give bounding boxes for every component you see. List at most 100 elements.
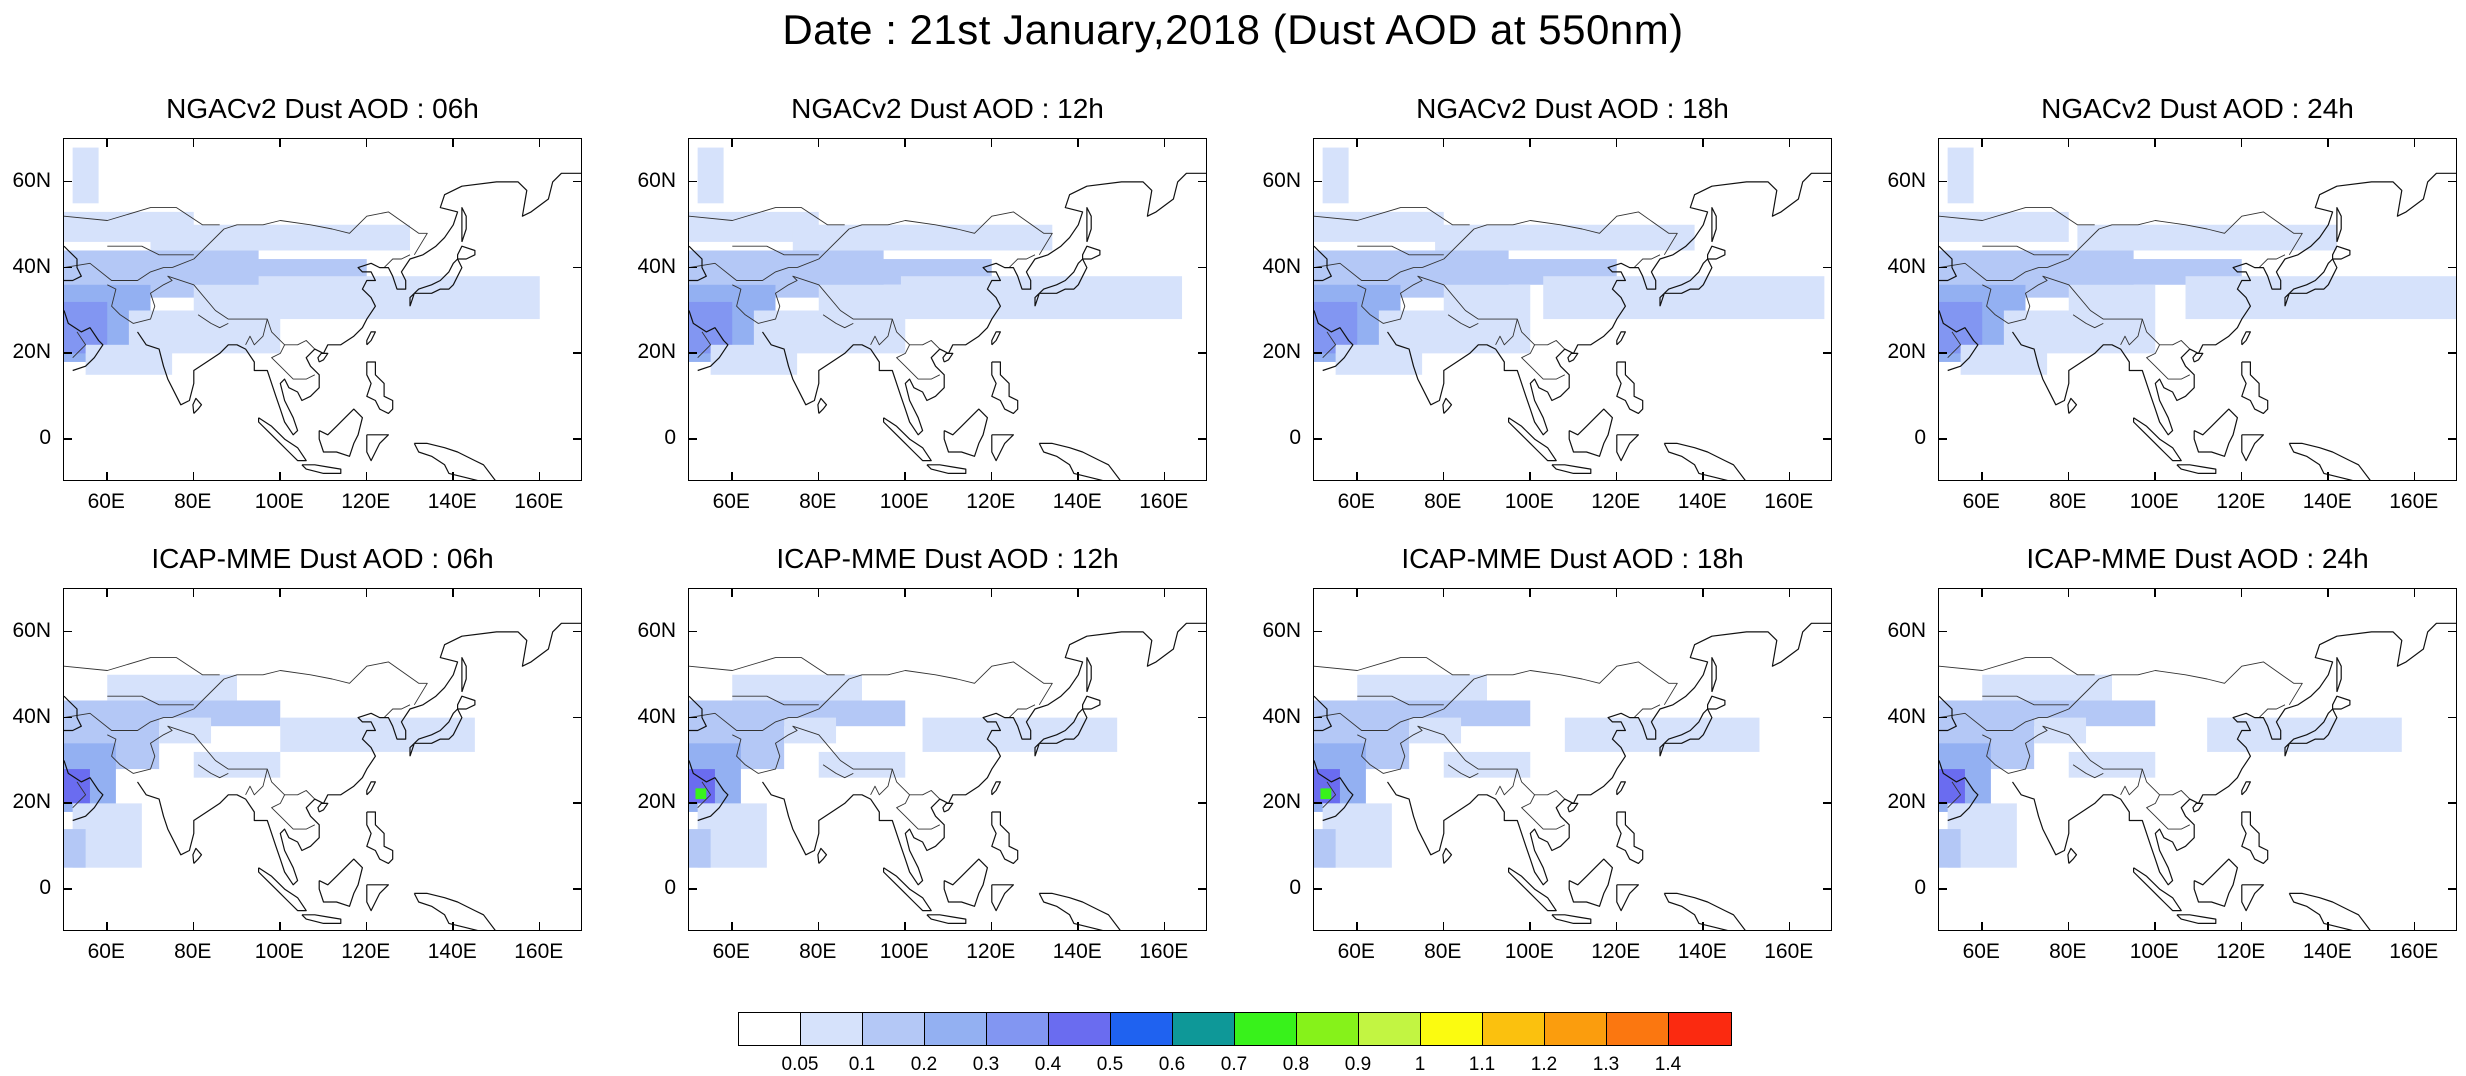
colorbar-swatch (739, 1013, 801, 1045)
coastline (1567, 802, 1579, 813)
lon-tickmark (1356, 922, 1358, 931)
lat-tickmark (2448, 716, 2457, 719)
country-border (2072, 314, 2104, 329)
lon-tickmark (452, 922, 454, 931)
panel-title: ICAP-MME Dust AOD : 12h (776, 543, 1119, 574)
lat-tickmark (1823, 180, 1832, 183)
lat-tickmark (1313, 802, 1322, 804)
country-border (197, 314, 229, 329)
colorbar-swatch (1421, 1013, 1483, 1045)
coastline (1086, 656, 1092, 693)
country-border (1314, 657, 1470, 676)
lon-tickmark (279, 588, 281, 597)
country-border (107, 725, 316, 800)
country-border (2258, 254, 2286, 268)
lon-tick-label: 120E (341, 490, 391, 513)
lon-tick-label: 160E (2389, 940, 2439, 963)
lon-tickmark (2413, 922, 2416, 931)
colorbar-swatch (1669, 1013, 1731, 1045)
map-panel (1313, 138, 1832, 481)
map-panel (1313, 588, 1832, 931)
lon-tickmark (817, 588, 820, 597)
lon-tickmark (2240, 922, 2243, 931)
lat-tickmark (1198, 352, 1207, 354)
lat-tickmark (1313, 630, 1322, 633)
lat-tickmark (1823, 438, 1832, 440)
lon-tickmark (1981, 472, 1983, 481)
lon-tickmark (1981, 588, 1983, 597)
lat-tick-label: 40N (1262, 704, 1301, 728)
lat-tickmark (688, 888, 697, 890)
country-border (1443, 661, 1678, 710)
lat-tickmark (63, 630, 72, 633)
lon-tick-label: 60E (1962, 490, 2000, 513)
lat-tickmark (1823, 802, 1832, 804)
lon-tickmark (452, 472, 454, 481)
coastline (2176, 464, 2217, 474)
country-border (732, 695, 819, 706)
lon-tickmark (1788, 138, 1791, 147)
lon-tickmark (192, 588, 195, 597)
country-border (2120, 318, 2143, 346)
lon-tickmark (2240, 472, 2243, 481)
lat-tick-label: 0 (664, 876, 676, 900)
lat-tickmark (63, 716, 72, 719)
coastline (461, 206, 467, 243)
country-border (64, 207, 220, 226)
lon-tickmark (904, 138, 906, 147)
country-border (193, 211, 428, 260)
dust-aod-cell (900, 276, 1183, 320)
lon-tickmark (2067, 472, 2070, 481)
map-panel (63, 138, 582, 481)
coastline (1442, 397, 1453, 414)
lat-tickmark (1938, 888, 1947, 890)
colorbar-swatch (1483, 1013, 1545, 1045)
country-border (1633, 704, 1661, 718)
lat-tickmark (1198, 802, 1207, 804)
coastline (457, 695, 476, 710)
lon-tickmark (1615, 472, 1618, 481)
lon-tick-label: 120E (341, 940, 391, 963)
lat-tick-label: 0 (664, 426, 676, 450)
coastline (689, 245, 707, 282)
lat-tickmark (2448, 888, 2457, 890)
colorbar-label: 0.6 (1158, 1054, 1186, 1075)
country-border (689, 712, 798, 731)
coastline (1551, 914, 1592, 924)
coastline (2336, 656, 2342, 693)
coastline (2133, 867, 2182, 912)
lat-tickmark (1823, 888, 1832, 890)
lat-tick-label: 20N (1887, 340, 1926, 364)
coastline (1082, 245, 1101, 260)
country-border (1495, 768, 1518, 796)
lon-tickmark (538, 922, 541, 931)
coastline (1314, 245, 1332, 282)
lon-tickmark (990, 922, 993, 931)
lat-tickmark (2448, 630, 2457, 633)
lon-tickmark (106, 922, 108, 931)
coastline (2336, 206, 2342, 243)
lon-tickmark (1077, 472, 1079, 481)
dust-aod-map (689, 147, 1206, 480)
lon-tickmark (1702, 138, 1704, 147)
lon-tickmark (452, 588, 454, 597)
dust-aod-cell (689, 829, 711, 868)
coastline (457, 245, 476, 260)
lat-tickmark (573, 438, 582, 440)
coastline (64, 760, 104, 822)
lon-tickmark (365, 472, 368, 481)
lat-tickmark (1198, 180, 1207, 183)
lon-tickmark (365, 588, 368, 597)
colorbar-swatch (1297, 1013, 1359, 1045)
coastline (991, 811, 1019, 864)
dust-aod-cell (64, 829, 86, 868)
coastline (991, 781, 1001, 796)
dust-aod-cell (1443, 284, 1531, 311)
colorbar-swatch (1173, 1013, 1235, 1045)
lon-tick-label: 100E (2129, 940, 2179, 963)
dust-aod-cell (150, 224, 410, 251)
lon-tickmark (1077, 138, 1079, 147)
coastline (413, 442, 496, 480)
lat-tickmark (688, 630, 697, 633)
coastline (1939, 245, 1957, 282)
